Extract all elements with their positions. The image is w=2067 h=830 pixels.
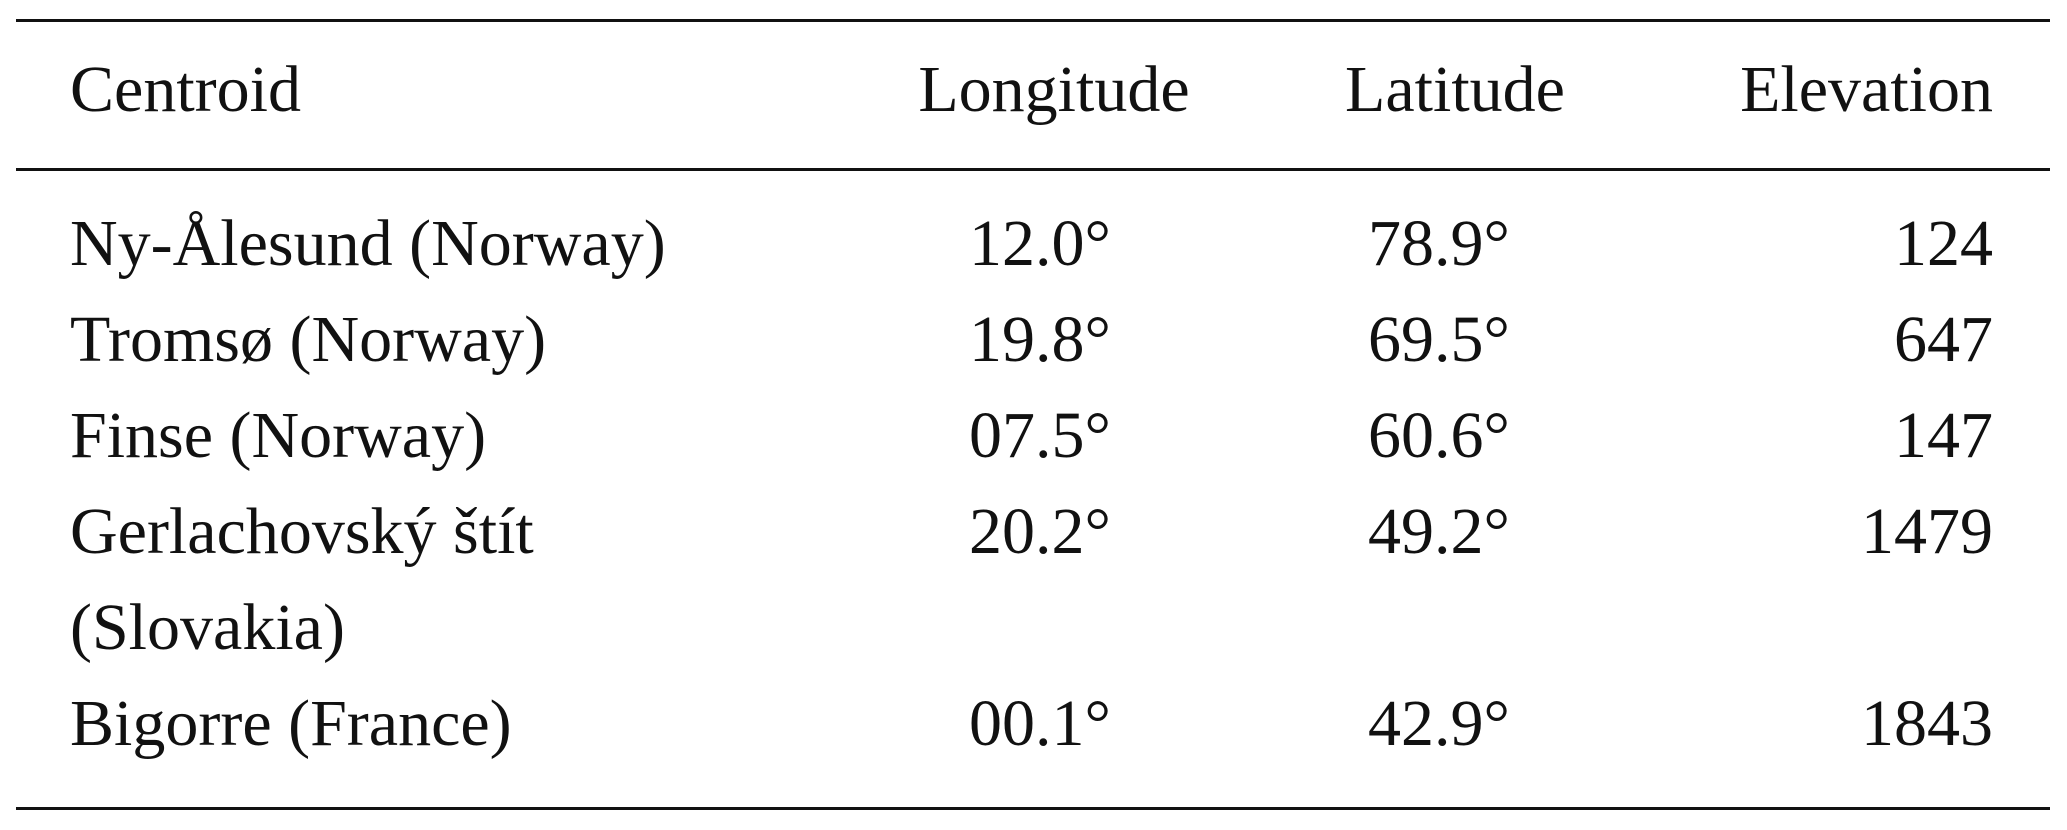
table-cell: 07.5° [969,399,1111,472]
table-cell: 147 [1894,399,1993,472]
table-cell: 124 [1894,207,1993,280]
table-cell: Gerlachovský štít (Slovakia) [70,495,534,664]
table-cell: 49.2° [1368,495,1510,568]
table-cell: Bigorre (France) [70,687,512,760]
table-cell: 20.2° [969,495,1111,568]
table-cell: 12.0° [969,207,1111,280]
header-cell: Centroid [70,53,301,126]
table-header: Centroid Longitude Latitude Elevation [0,42,2067,138]
table-row: Gerlachovský štít (Slovakia) 20.2° 49.2° 14… [0,484,2067,676]
mid-rule [16,168,2050,171]
table-cell: 42.9° [1368,687,1510,760]
table-row: Tromsø (Norway) 19.8° 69.5° 647 [0,292,2067,388]
table-body: Ny-Ålesund (Norway) 12.0° 78.9° 124 Tromsø (… [0,196,2067,772]
top-rule [16,19,2050,22]
header-cell: Longitude [918,53,1190,126]
table-cell: 647 [1894,303,1993,376]
table-cell: Ny-Ålesund (Norway) [70,207,666,280]
table-row: Ny-Ålesund (Norway) 12.0° 78.9° 124 [0,196,2067,292]
table-cell: 69.5° [1368,303,1510,376]
table-cell: 78.9° [1368,207,1510,280]
table-cell: 1479 [1861,495,1993,568]
header-cell: Elevation [1740,53,1993,126]
table-cell: Tromsø (Norway) [70,303,547,376]
header-row: Centroid Longitude Latitude Elevation [0,42,2067,138]
table-cell: 60.6° [1368,399,1510,472]
table-cell: Finse (Norway) [70,399,487,472]
table-cell: 1843 [1861,687,1993,760]
table-cell: 19.8° [969,303,1111,376]
bottom-rule [16,807,2050,810]
table-cell: 00.1° [969,687,1111,760]
table-row: Bigorre (France) 00.1° 42.9° 1843 [0,676,2067,772]
table-row: Finse (Norway) 07.5° 60.6° 147 [0,388,2067,484]
header-cell: Latitude [1345,53,1565,126]
